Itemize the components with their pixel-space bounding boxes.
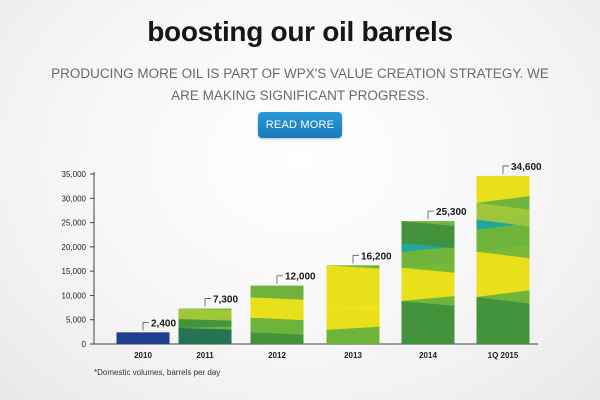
bar-band — [250, 332, 304, 344]
bar-band — [178, 328, 232, 344]
x-tick-label: 2010 — [134, 351, 152, 360]
bar-band — [326, 305, 380, 330]
y-tick-label: 35,000 — [62, 170, 87, 179]
x-tick-label: 2012 — [268, 351, 286, 360]
bar-band — [476, 296, 530, 344]
bar-2014 — [401, 221, 455, 344]
bar-band — [401, 221, 455, 249]
y-tick-label: 5,000 — [66, 316, 87, 325]
bar-band — [250, 297, 304, 321]
bar-body — [116, 332, 170, 344]
bar-band — [401, 262, 455, 301]
y-tick-label: 30,000 — [62, 194, 87, 203]
read-more-button[interactable]: READ MORE — [258, 112, 342, 138]
bar-band — [326, 265, 380, 312]
x-tick-label: 2013 — [344, 351, 362, 360]
y-tick-label: 20,000 — [62, 243, 87, 252]
y-tick-label: 0 — [82, 340, 87, 349]
value-callout-line — [427, 210, 434, 220]
bar-2012 — [250, 285, 304, 344]
x-tick-label: 2014 — [419, 351, 437, 360]
bar-band — [178, 317, 232, 329]
page-subtitle: PRODUCING MORE OIL IS PART OF WPX'S VALU… — [51, 66, 549, 103]
bar-band — [476, 202, 530, 227]
y-tick-label: 15,000 — [62, 267, 87, 276]
bar-value-label: 16,200 — [361, 251, 392, 262]
value-callout-line — [142, 321, 149, 331]
bar-value-label: 2,400 — [151, 318, 176, 329]
value-callout-line — [502, 165, 509, 174]
bar-1q-2015 — [476, 175, 530, 344]
bar-value-label: 12,000 — [285, 272, 316, 283]
bar-band — [476, 244, 530, 297]
value-callout-line — [276, 275, 283, 284]
bar-band — [476, 175, 530, 203]
value-callout-line — [204, 298, 211, 307]
bar-band — [401, 251, 455, 273]
x-tick-label: 1Q 2015 — [488, 351, 519, 360]
y-tick-label: 25,000 — [62, 219, 87, 228]
y-tick-label: 10,000 — [62, 291, 87, 300]
bar-value-label: 34,600 — [511, 162, 542, 173]
bar-2011 — [178, 308, 232, 344]
page-title: boosting our oil barrels — [147, 16, 453, 47]
bar-band — [326, 329, 380, 344]
bar-value-label: 25,300 — [436, 207, 467, 218]
bar-2010 — [116, 332, 170, 344]
bar-band — [250, 285, 304, 298]
x-tick-label: 2011 — [196, 351, 214, 360]
bar-band — [178, 308, 232, 321]
bar-band — [250, 315, 304, 333]
bar-band — [476, 229, 530, 259]
bar-2013 — [326, 265, 380, 344]
value-callout-line — [352, 254, 359, 264]
chart-footnote: *Domestic volumes, barrels per day — [94, 368, 221, 377]
bar-value-label: 7,300 — [213, 295, 238, 306]
bar-band — [401, 300, 455, 344]
